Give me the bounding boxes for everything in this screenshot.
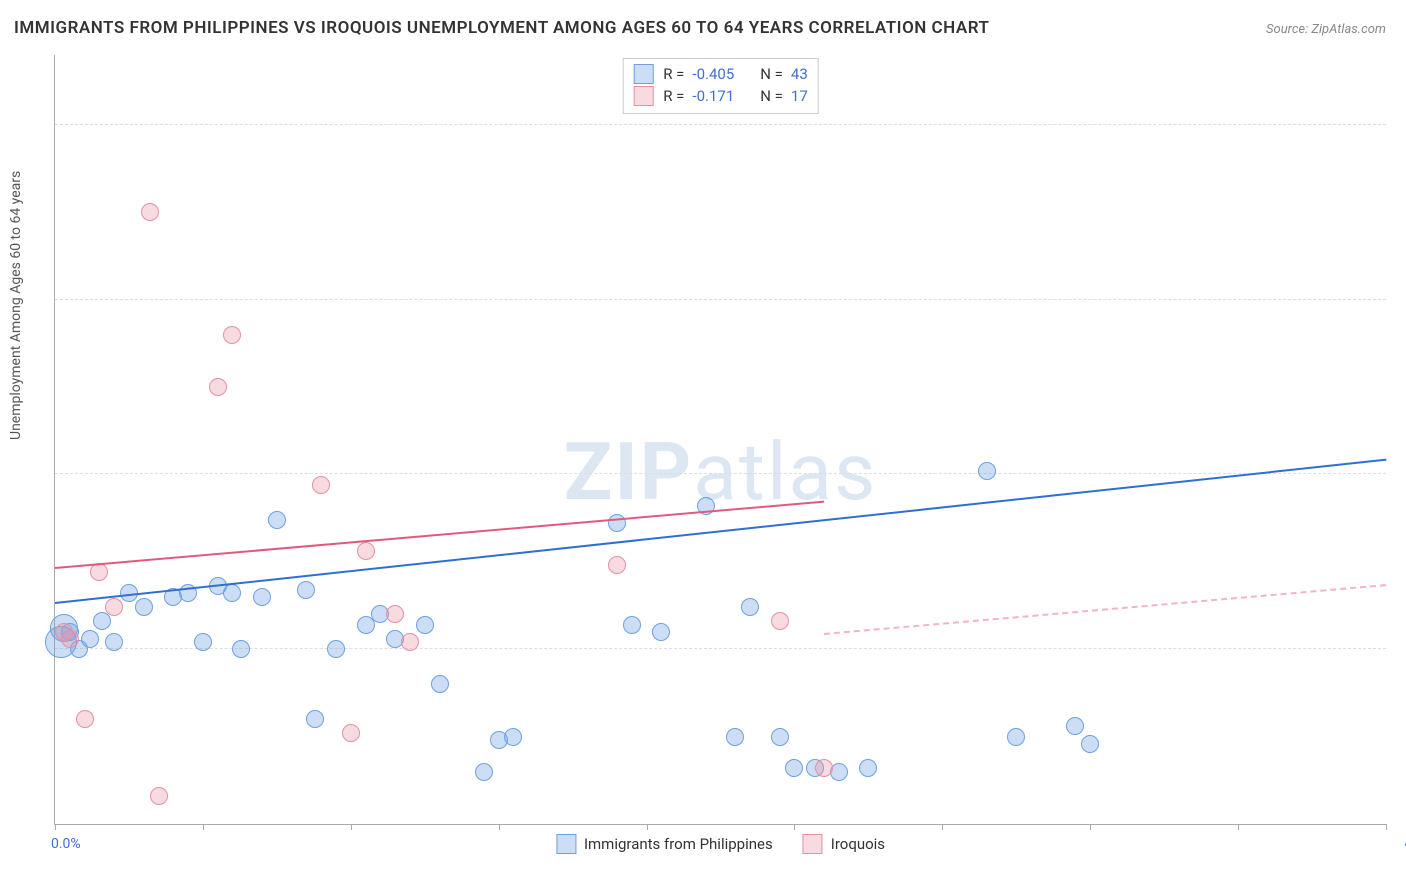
data-point-iroquois [815,759,833,777]
data-point-iroquois [771,612,789,630]
source-attribution: Source: ZipAtlas.com [1266,22,1386,37]
data-point-iroquois [357,542,375,560]
legend: Immigrants from Philippines Iroquois [556,834,885,854]
stats-row-philippines: R = -0.405 N = 43 [633,63,808,85]
data-point-iroquois [150,787,168,805]
x-tick [794,824,795,830]
legend-item-iroquois: Iroquois [803,834,885,854]
data-point-philippines [135,598,153,616]
data-point-philippines [504,728,522,746]
data-point-iroquois [312,476,330,494]
x-tick [1386,824,1387,830]
trend-line [55,458,1386,603]
chip-philippines [633,64,653,84]
value-r-philippines: -0.405 [692,63,734,85]
data-point-philippines [1007,728,1025,746]
legend-label-iroquois: Iroquois [831,835,885,853]
data-point-iroquois [342,724,360,742]
watermark: ZIPatlas [564,425,877,519]
legend-chip-iroquois [803,834,823,854]
data-point-philippines [771,728,789,746]
data-point-philippines [327,640,345,658]
x-tick [1090,824,1091,830]
data-point-iroquois [386,605,404,623]
x-axis-min-label: 0.0% [51,836,81,852]
chip-iroquois [633,86,653,106]
chart-title: IMMIGRANTS FROM PHILIPPINES VS IROQUOIS … [14,18,989,38]
legend-item-philippines: Immigrants from Philippines [556,834,773,854]
x-tick [942,824,943,830]
plot-area: ZIPatlas R = -0.405 N = 43 R = -0.171 N … [54,55,1386,825]
x-tick [55,824,56,830]
data-point-philippines [232,640,250,658]
y-tick-label: 20.0% [1396,101,1406,117]
x-tick [1238,824,1239,830]
label-n: N = [760,85,783,107]
data-point-iroquois [401,633,419,651]
data-point-philippines [431,675,449,693]
data-point-philippines [726,728,744,746]
y-axis-label: Unemployment Among Ages 60 to 64 years [8,171,24,440]
data-point-philippines [859,759,877,777]
data-point-philippines [1081,735,1099,753]
data-point-philippines [81,630,99,648]
data-point-iroquois [608,556,626,574]
data-point-philippines [475,763,493,781]
data-point-philippines [623,616,641,634]
data-point-iroquois [141,203,159,221]
legend-label-philippines: Immigrants from Philippines [584,835,773,853]
y-tick-label: 5.0% [1396,625,1406,641]
grid-line [55,648,1386,649]
value-n-philippines: 43 [791,63,808,85]
data-point-philippines [416,616,434,634]
data-point-philippines [652,623,670,641]
data-point-philippines [978,462,996,480]
trend-line [824,584,1386,635]
x-tick [647,824,648,830]
data-point-philippines [105,633,123,651]
grid-line [55,473,1386,474]
value-n-iroquois: 17 [791,85,808,107]
data-point-iroquois [209,378,227,396]
label-r: R = [663,85,684,107]
data-point-philippines [253,588,271,606]
legend-chip-philippines [556,834,576,854]
grid-line [55,124,1386,125]
y-tick-label: 15.0% [1396,276,1406,292]
x-tick [499,824,500,830]
x-tick [203,824,204,830]
data-point-iroquois [105,598,123,616]
x-tick [351,824,352,830]
stats-row-iroquois: R = -0.171 N = 17 [633,85,808,107]
data-point-iroquois [61,630,79,648]
label-r: R = [663,63,684,85]
data-point-philippines [1066,717,1084,735]
value-r-iroquois: -0.171 [692,85,734,107]
data-point-philippines [306,710,324,728]
data-point-philippines [223,584,241,602]
data-point-philippines [785,759,803,777]
data-point-iroquois [90,563,108,581]
grid-line [55,299,1386,300]
y-tick-label: 10.0% [1396,450,1406,466]
data-point-philippines [268,511,286,529]
trend-line [55,500,824,568]
data-point-iroquois [223,326,241,344]
data-point-philippines [194,633,212,651]
watermark-bold: ZIP [564,425,694,519]
label-n: N = [760,63,783,85]
stats-legend-box: R = -0.405 N = 43 R = -0.171 N = 17 [622,58,819,114]
data-point-philippines [741,598,759,616]
data-point-iroquois [76,710,94,728]
data-point-philippines [297,581,315,599]
